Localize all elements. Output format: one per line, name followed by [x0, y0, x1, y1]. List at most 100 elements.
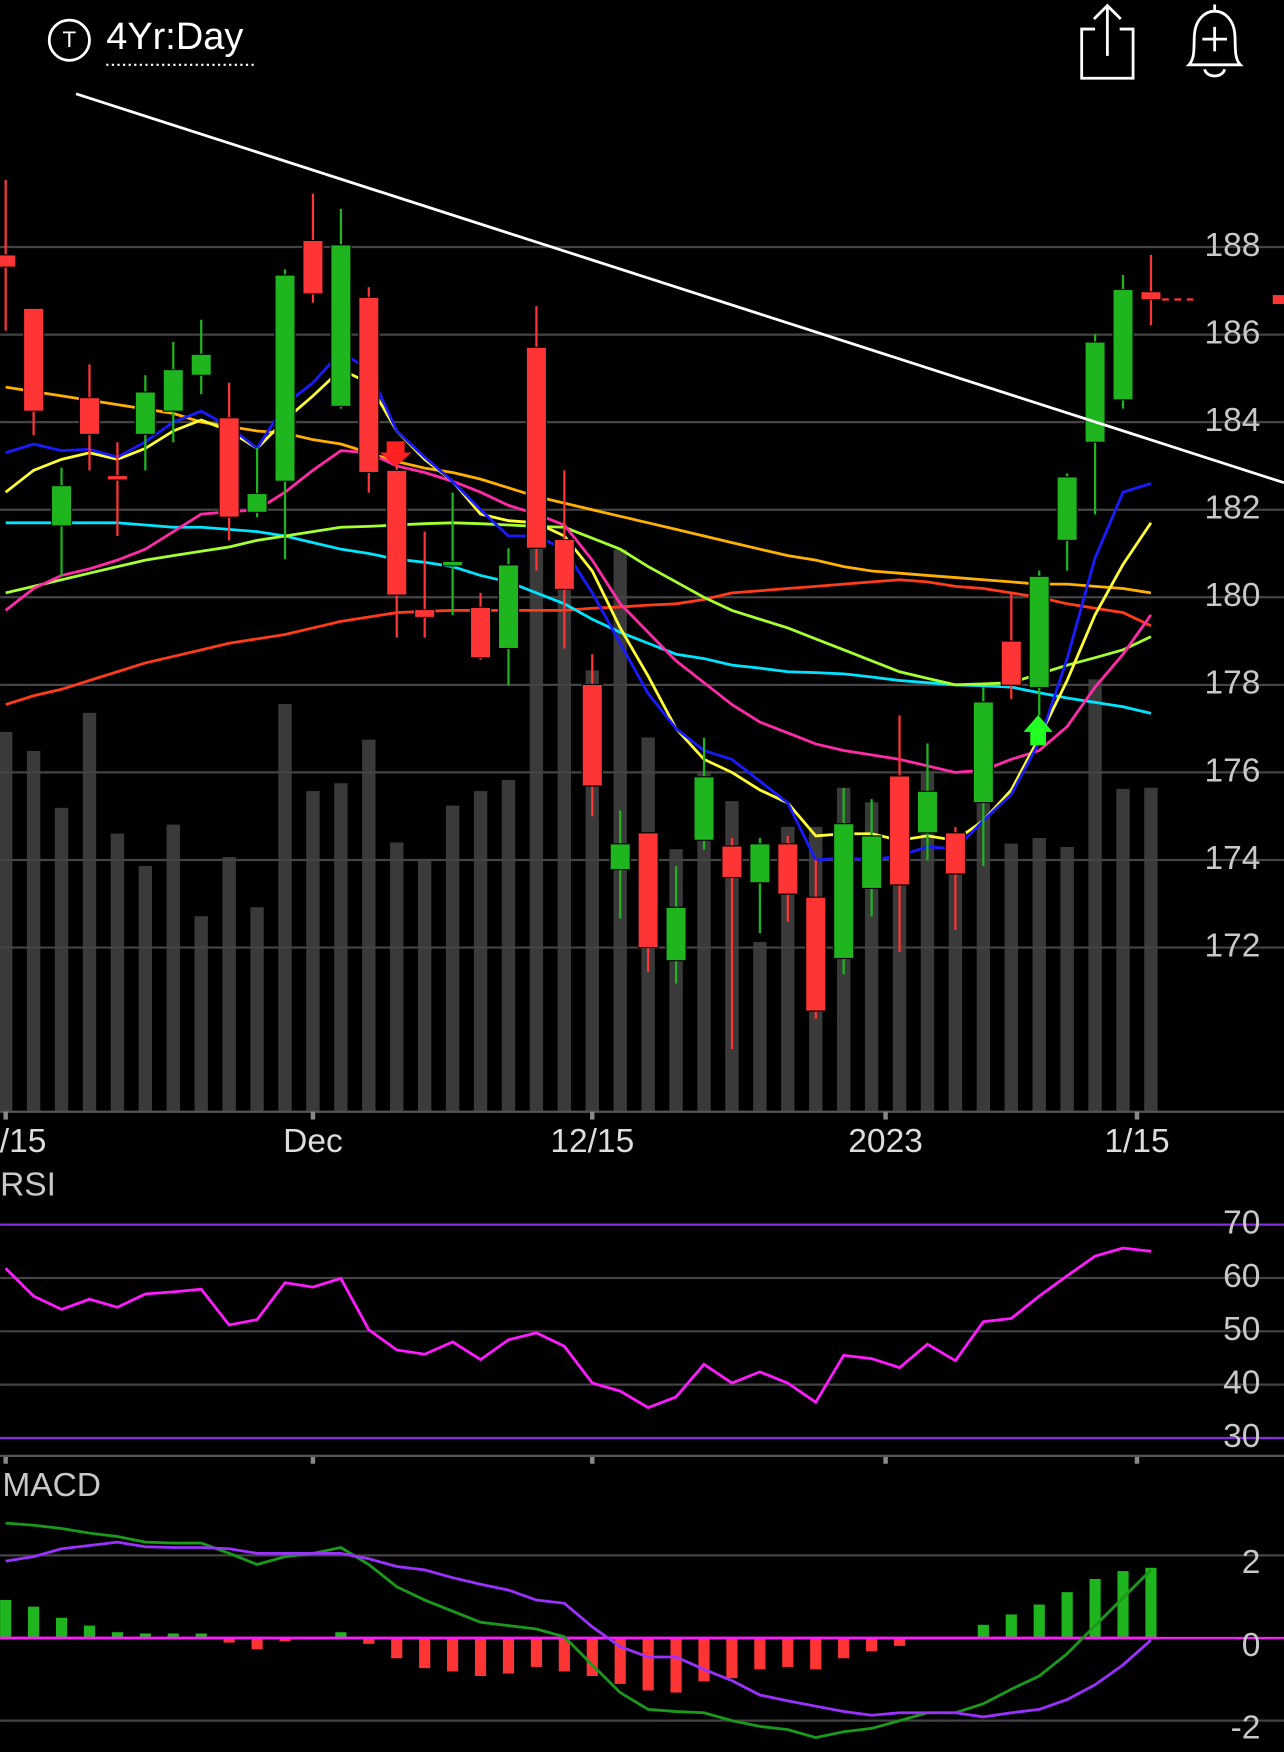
- volume-bar: [697, 770, 711, 1112]
- candle-body: [1028, 575, 1050, 689]
- macd-line: [5, 1540, 1152, 1719]
- histogram-bar: [1089, 1578, 1101, 1639]
- symbol-icon-text: T: [63, 27, 77, 52]
- histogram-bar: [1117, 1571, 1129, 1639]
- volume-bar: [473, 791, 488, 1112]
- histogram-bar: [279, 1638, 291, 1642]
- last-price-marker: [1272, 295, 1284, 305]
- macd-line: [5, 1521, 1152, 1740]
- volume-bar: [501, 779, 516, 1112]
- alert-button[interactable]: [1185, 4, 1244, 78]
- histogram-bar: [698, 1638, 710, 1682]
- candle-body: [944, 832, 967, 875]
- volume-bar: [0, 731, 13, 1112]
- bell: [1185, 4, 1244, 78]
- candle-body: [609, 843, 631, 871]
- x-tick-label: 11/15: [0, 1123, 46, 1160]
- histogram-bar: [363, 1638, 375, 1644]
- volume-bar: [166, 824, 180, 1112]
- volume-bar: [753, 941, 767, 1112]
- histogram-bar: [1061, 1592, 1073, 1639]
- candle-body: [693, 776, 715, 841]
- candle-body: [302, 239, 324, 295]
- volume-bar: [250, 907, 264, 1112]
- volume-bar: [1032, 838, 1046, 1112]
- histogram-bar: [642, 1638, 654, 1691]
- candle-body: [22, 307, 45, 412]
- candle-body: [497, 564, 520, 650]
- histogram-bar: [111, 1632, 123, 1639]
- histogram-bar: [810, 1638, 822, 1670]
- y-tick-label: 2: [1242, 1544, 1261, 1581]
- histogram-bar: [251, 1638, 263, 1650]
- volume-bar: [1088, 679, 1102, 1112]
- buy-signal: [1023, 715, 1053, 746]
- histogram-bar: [502, 1638, 515, 1674]
- y-tick-label: 176: [1205, 752, 1261, 789]
- volume-bar: [82, 712, 97, 1112]
- candle-body: [916, 790, 939, 834]
- candle-body: [553, 538, 575, 590]
- y-tick-label: 182: [1205, 490, 1261, 527]
- histogram-bar: [0, 1600, 12, 1639]
- candle-body: [358, 296, 380, 474]
- candle-body: [274, 274, 296, 482]
- candle-body: [386, 469, 408, 596]
- range-button[interactable]: T 4Yr:Day: [47, 16, 258, 66]
- histogram-bar: [614, 1638, 626, 1684]
- histogram-bar: [1005, 1614, 1017, 1639]
- candle-body: [861, 835, 883, 890]
- volume-bar: [222, 857, 236, 1112]
- x-tick-label: Dec: [283, 1123, 343, 1160]
- candle-body: [469, 606, 492, 659]
- candle-body: [637, 832, 659, 949]
- share-box: [1080, 27, 1135, 80]
- volume-bar: [781, 826, 795, 1112]
- candle-body: [414, 608, 436, 618]
- volume-bar: [920, 770, 935, 1112]
- histogram-bar: [670, 1638, 682, 1693]
- histogram-bar: [1033, 1604, 1045, 1639]
- histogram-bar: [782, 1638, 794, 1667]
- moving-average: [4, 449, 1153, 774]
- volume-bar: [54, 807, 69, 1112]
- volume-bar: [445, 805, 460, 1112]
- candle-body: [134, 391, 156, 435]
- x-tick-label: 2023: [848, 1123, 923, 1160]
- candle-body: [106, 475, 129, 481]
- histogram-bar: [447, 1638, 459, 1672]
- candle-body: [190, 353, 212, 376]
- candle-body: [218, 417, 240, 518]
- plot-area: 11/15 Dec 12/15 2023 1/15 172 174 176 178 180 182 1…: [0, 180, 1284, 1746]
- y-tick-label: 60: [1223, 1258, 1260, 1295]
- panel-title: RSI: [0, 1166, 56, 1203]
- volume-bar: [138, 865, 153, 1112]
- candle-body: [1112, 288, 1134, 401]
- histogram-bar: [83, 1625, 96, 1639]
- histogram-bar: [474, 1638, 487, 1677]
- candle-body: [1000, 640, 1022, 686]
- histogram-bar: [586, 1638, 598, 1677]
- y-tick-label: 178: [1205, 665, 1261, 702]
- volume-bar: [557, 539, 572, 1112]
- histogram-bar: [977, 1624, 989, 1639]
- volume-bar: [1060, 846, 1074, 1112]
- candle-body: [441, 560, 464, 567]
- histogram-bar: [55, 1617, 68, 1639]
- histogram-bar: [866, 1638, 878, 1652]
- x-tick-label: 12/15: [550, 1123, 634, 1160]
- candle-body: [833, 823, 855, 960]
- volume-bar: [26, 750, 41, 1112]
- candle-body: [1056, 476, 1078, 541]
- moving-average: [5, 578, 1152, 706]
- volume-bar: [306, 791, 320, 1112]
- share-arrow: [1092, 3, 1122, 56]
- y-tick-label: 172: [1205, 927, 1261, 964]
- candle-body: [972, 701, 994, 804]
- histogram-bar: [391, 1638, 403, 1659]
- candle-body: [581, 683, 603, 787]
- histogram-bar: [167, 1633, 179, 1639]
- share-button[interactable]: [1080, 3, 1135, 80]
- sell-signal: [379, 441, 412, 468]
- volume-bar: [1144, 787, 1158, 1112]
